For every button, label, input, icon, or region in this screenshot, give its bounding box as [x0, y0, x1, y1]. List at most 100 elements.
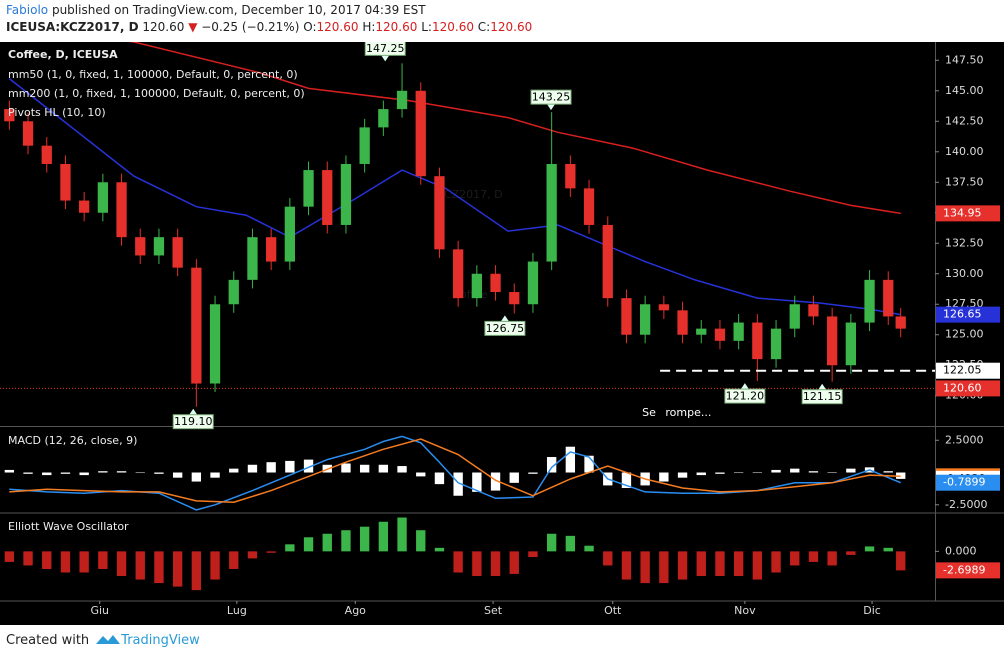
histogram-bar — [846, 551, 856, 555]
candle-body — [658, 304, 669, 311]
annotation-label: 119.10 — [174, 415, 213, 428]
ohlc-value: 120.60 — [375, 20, 418, 34]
ohlc-value: 120.60 — [431, 20, 474, 34]
last: 120.60 — [142, 20, 185, 34]
chart: KCZ2017, DCoffee120.00122.50125.00127.50… — [0, 42, 1004, 625]
candle-body — [714, 328, 726, 341]
histogram-bar — [397, 466, 407, 473]
ohlc-value: 120.60 — [490, 20, 533, 34]
candle-body — [621, 298, 632, 335]
histogram-bar — [883, 547, 893, 552]
x-tick-label: Dic — [863, 604, 881, 617]
x-tick-label: Lug — [227, 604, 247, 617]
histogram-bar — [584, 545, 594, 552]
candle-body — [565, 163, 576, 189]
histogram-bar — [733, 551, 744, 577]
line — [8, 78, 901, 316]
histogram-bar — [42, 551, 52, 569]
candle-body — [640, 304, 651, 335]
ohlc: O:120.60 H:120.60 L:120.60 C:120.60 — [303, 20, 532, 34]
histogram-bar — [696, 472, 706, 476]
histogram-bar — [4, 551, 15, 562]
histogram-bar — [621, 551, 632, 580]
candle-body — [883, 279, 894, 317]
histogram-bar — [490, 472, 501, 491]
price-label-box — [936, 474, 1000, 491]
price-label: -2.6989 — [943, 563, 985, 576]
histogram-bar — [266, 551, 276, 553]
candle-body — [396, 90, 408, 110]
annotation-label: 147.25 — [366, 42, 405, 55]
annotation-box — [364, 42, 406, 56]
histogram-bar — [621, 472, 632, 488]
candle-body — [116, 182, 127, 238]
histogram-bar — [229, 551, 239, 569]
annotation-label: 143.25 — [532, 91, 571, 104]
histogram-bar — [359, 464, 370, 473]
histogram-bar — [434, 547, 445, 552]
histogram-bar — [285, 460, 295, 473]
candle-body — [895, 316, 906, 329]
price-label: 122.05 — [943, 364, 982, 377]
histogram-bar — [210, 472, 220, 478]
candle-body — [172, 237, 183, 268]
candle-body — [583, 188, 595, 225]
candle-body — [284, 206, 295, 262]
histogram-bar — [434, 472, 445, 485]
candle-body — [415, 90, 426, 177]
histogram-bar — [79, 472, 89, 476]
line — [128, 42, 901, 215]
candle-body — [228, 279, 239, 305]
ohlc-label: H: — [362, 20, 376, 34]
y-tick-label: 147.50 — [945, 53, 984, 66]
histogram-bar — [23, 472, 33, 474]
footer: Created with TradingView — [6, 630, 200, 648]
histogram-bar — [696, 551, 706, 577]
histogram-bar — [472, 472, 482, 492]
annotation-box — [484, 320, 526, 336]
published: published on TradingView.com, December 1… — [51, 3, 426, 17]
y-tick-label: 142.50 — [945, 114, 984, 127]
candle-body — [135, 237, 146, 256]
candle-body — [696, 328, 707, 335]
line — [9, 438, 901, 503]
footer-text: Created with — [6, 633, 90, 648]
candle-body — [602, 224, 613, 299]
footer-brand[interactable]: TradingView — [121, 633, 200, 648]
histogram-bar — [247, 464, 258, 473]
candle-body — [509, 292, 520, 305]
candle-body — [97, 182, 108, 213]
histogram-bar — [416, 530, 426, 552]
price-label-box — [936, 562, 1000, 579]
ohlc-value: 120.60 — [316, 20, 359, 34]
logo — [96, 635, 121, 644]
histogram-bar — [322, 533, 332, 552]
histogram-bar — [546, 533, 557, 552]
histogram-bar — [864, 546, 875, 552]
histogram-bar — [846, 468, 856, 473]
histogram-bar — [60, 551, 71, 573]
annotation-pointer — [547, 104, 556, 111]
candle-body — [340, 163, 352, 225]
histogram-bar — [808, 551, 819, 562]
histogram-bar — [827, 551, 837, 566]
histogram-bar — [771, 469, 781, 473]
annotation-pointer — [381, 55, 390, 62]
histogram-bar — [733, 472, 744, 474]
candle-body — [770, 328, 782, 360]
annotation-label: 121.15 — [803, 390, 842, 403]
histogram-bar — [359, 526, 370, 552]
author[interactable]: Fabiolo — [6, 3, 49, 17]
histogram-bar — [285, 544, 295, 552]
y-tick-label: 137.50 — [945, 175, 984, 188]
annotation-pointer — [740, 383, 749, 390]
annotation-pointer — [818, 383, 827, 390]
pane-title: MACD (12, 26, close, 9) — [8, 434, 137, 447]
annotation-label: 121.20 — [726, 390, 765, 403]
price-label-box — [936, 380, 1000, 397]
annotation-pointer — [189, 408, 198, 415]
histogram-bar — [659, 472, 669, 482]
candle-body — [752, 322, 763, 360]
candle-body — [266, 237, 277, 262]
